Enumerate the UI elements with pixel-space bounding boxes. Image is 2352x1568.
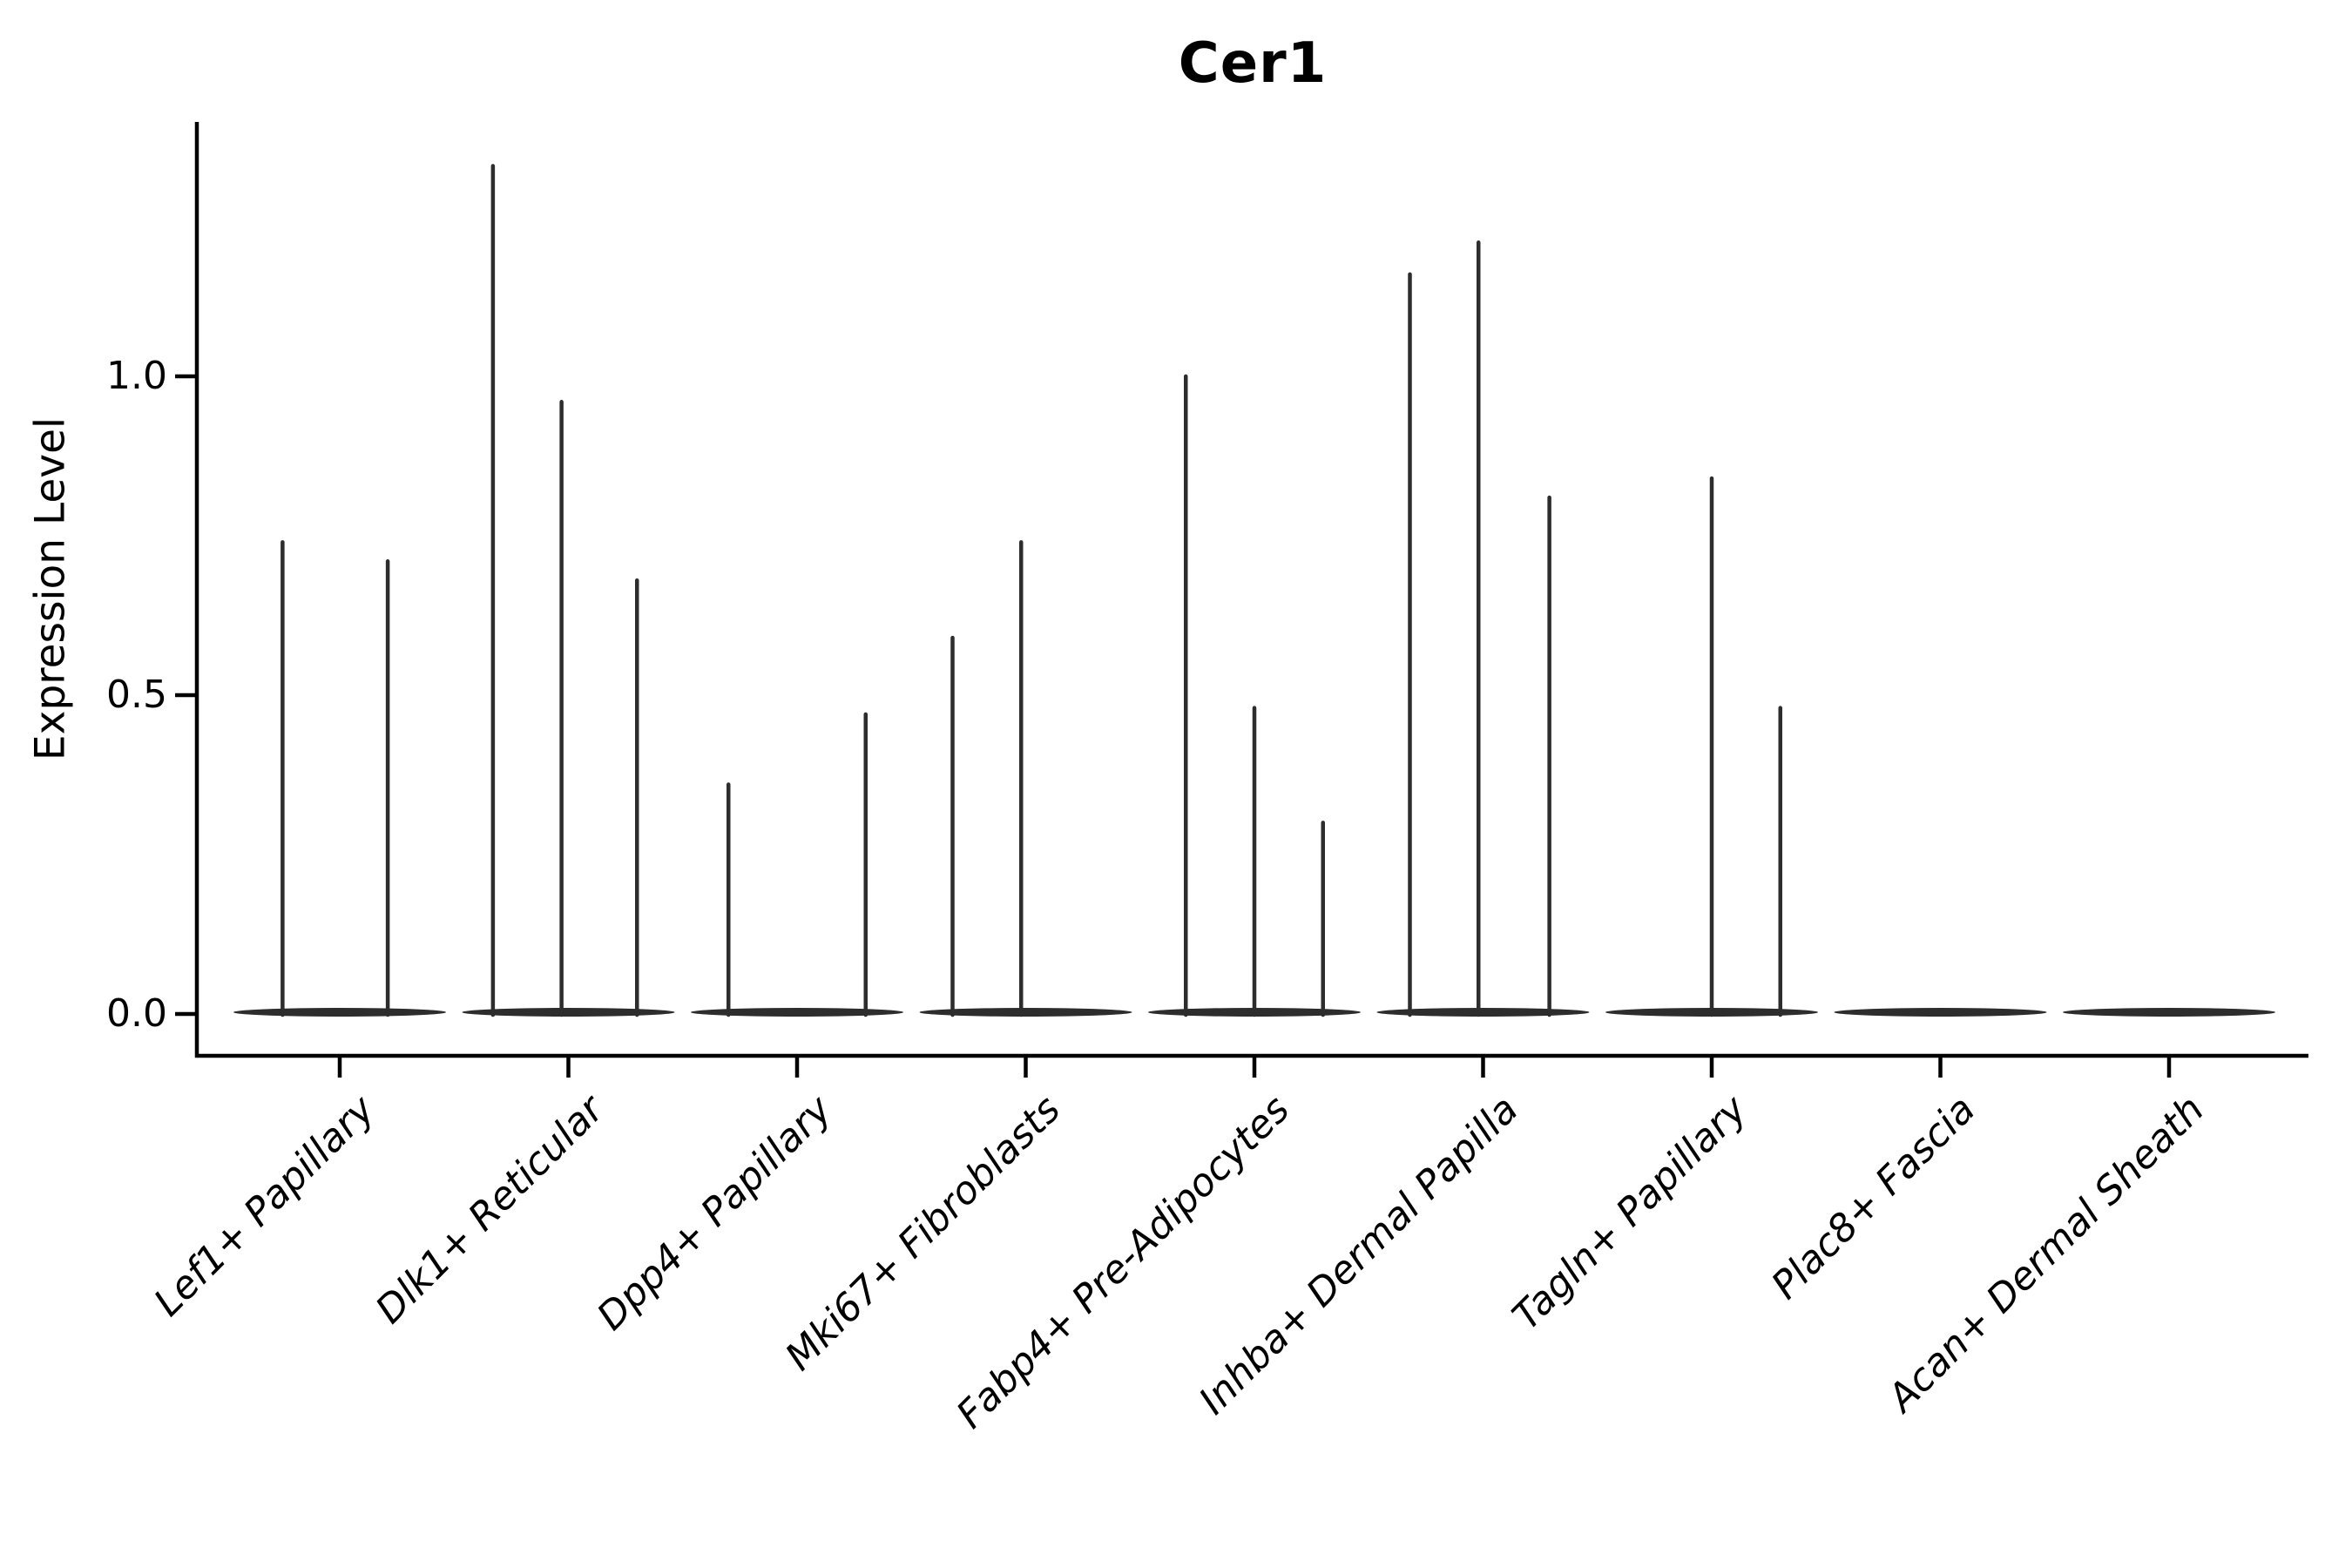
- violin-body: [919, 1008, 1132, 1017]
- y-tick-label: 0.5: [106, 672, 167, 717]
- y-tick-label: 1.0: [106, 354, 167, 398]
- violin-body: [1834, 1008, 2047, 1017]
- violin-body: [233, 1008, 446, 1017]
- y-tick-label: 0.0: [106, 991, 167, 1036]
- violin-body: [1376, 1008, 1590, 1017]
- violin-body: [2063, 1008, 2275, 1017]
- violin-body: [462, 1008, 675, 1017]
- axis-spines: [194, 122, 2308, 1058]
- violin-body: [691, 1008, 903, 1017]
- chart-title: Cer1: [1178, 31, 1328, 96]
